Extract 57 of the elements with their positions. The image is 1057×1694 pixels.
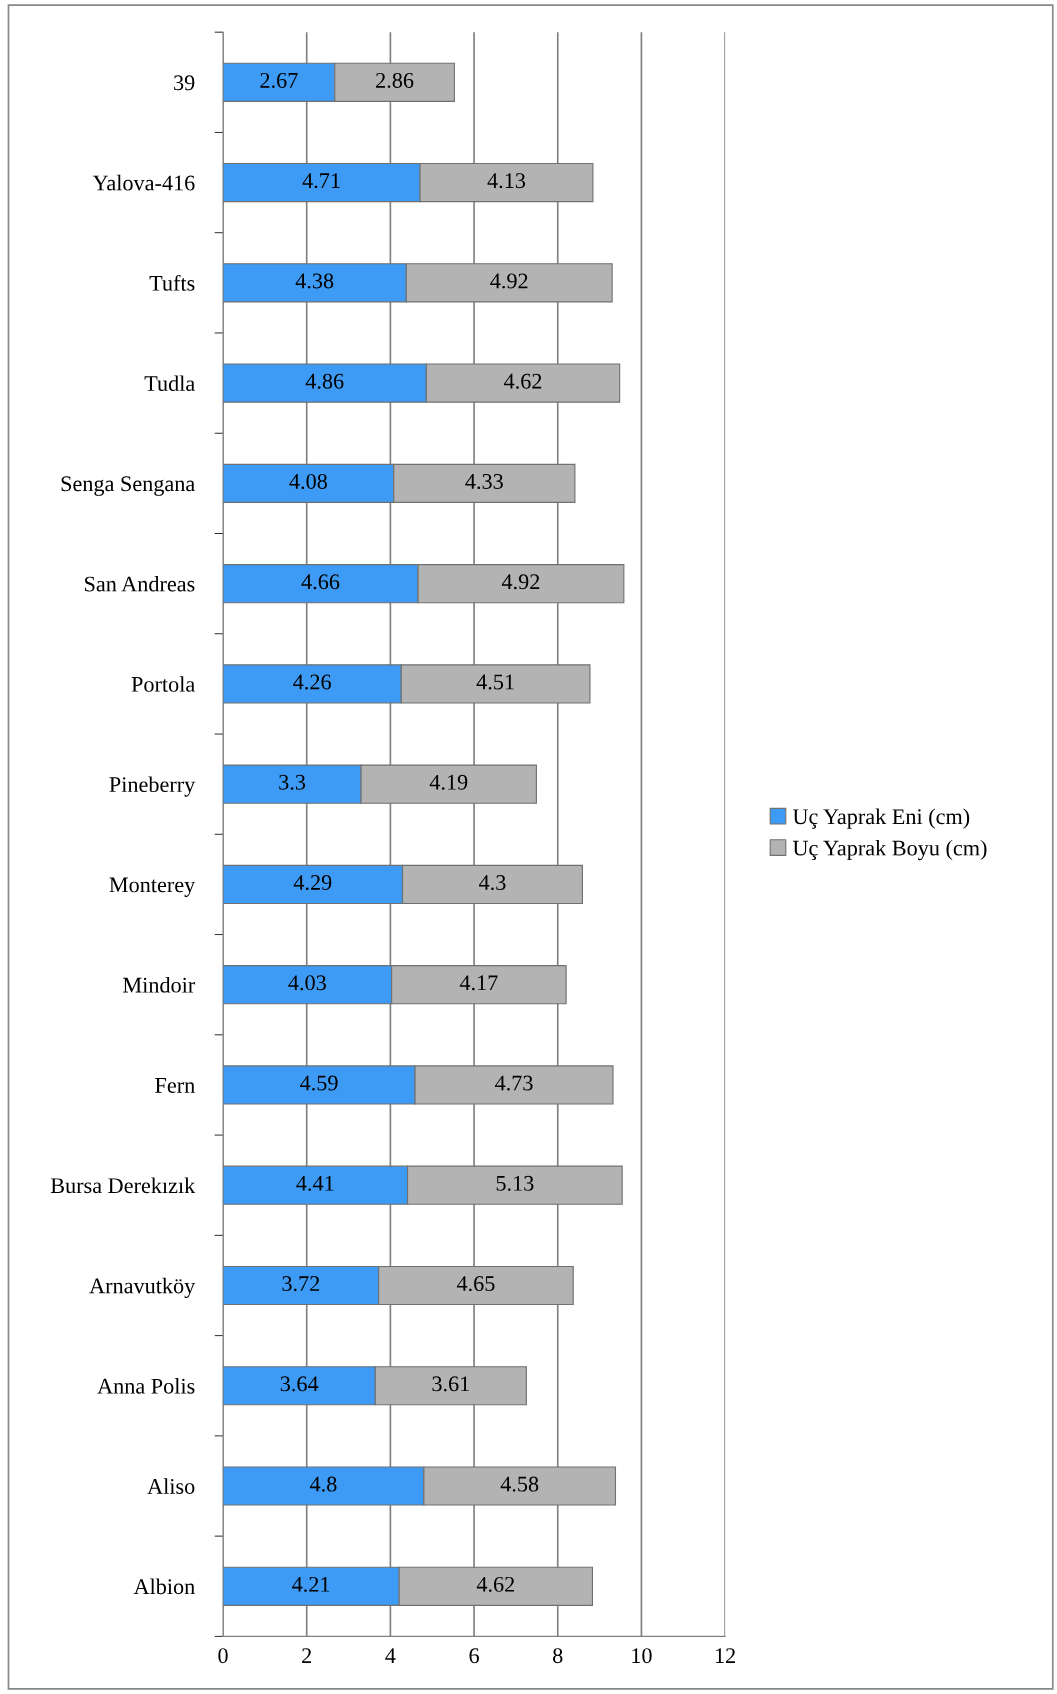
data-label: 4.41	[296, 1175, 334, 1191]
y-tick-label: Bursa Derekızık	[50, 1177, 196, 1194]
y-tick-label: 39	[174, 75, 195, 91]
data-label: 4.13	[487, 173, 526, 189]
data-label: 3.61	[432, 1376, 469, 1392]
data-label: 4.8	[309, 1476, 337, 1492]
data-label: 2.67	[260, 72, 298, 88]
x-tick-label: 8	[553, 1648, 563, 1664]
data-label: 4.62	[504, 373, 542, 389]
y-tick-label: Arnavutköy	[89, 1277, 196, 1298]
data-label: 4.03	[288, 975, 326, 991]
y-tick-label: Tudla	[144, 375, 195, 392]
data-label: 4.73	[495, 1075, 533, 1091]
x-tick-label: 6	[469, 1648, 479, 1664]
y-tick-label: Tufts	[149, 274, 195, 291]
x-tick-label: 10	[632, 1648, 652, 1664]
data-label: 4.21	[292, 1576, 330, 1592]
data-label: 4.62	[476, 1576, 515, 1592]
y-tick-label: Albion	[133, 1578, 195, 1595]
y-tick-label: Anna Polis	[97, 1378, 195, 1394]
y-tick-label: Senga Sengana	[61, 476, 195, 496]
data-label: 4.71	[302, 173, 340, 189]
data-label: 4.26	[293, 674, 331, 690]
data-label: 4.38	[295, 273, 334, 289]
y-tick-label: Portola	[131, 676, 195, 692]
data-label: 4.19	[429, 774, 468, 790]
data-label: 3.3	[279, 774, 306, 790]
data-label: 4.3	[479, 875, 506, 891]
data-label: 4.86	[305, 373, 344, 389]
legend-label: Uç Yaprak Boyu (cm)	[792, 839, 987, 861]
y-tick-label: Aliso	[147, 1478, 195, 1494]
data-label: 4.92	[490, 273, 528, 289]
y-tick-label: Pineberry	[109, 776, 196, 797]
y-tick-label: San Andreas	[85, 575, 195, 592]
x-tick-label: 12	[715, 1648, 735, 1663]
data-label: 4.92	[501, 574, 540, 590]
data-label: 4.33	[465, 474, 503, 490]
data-label: 4.08	[289, 473, 327, 490]
data-label: 4.29	[293, 875, 332, 891]
legend-label: Uç Yaprak Eni (cm)	[792, 808, 970, 829]
x-tick-label: 2	[302, 1648, 312, 1663]
y-tick-label: Fern	[155, 1078, 195, 1093]
data-label: 4.66	[301, 574, 340, 590]
data-label: 4.59	[300, 1075, 338, 1091]
data-label: 2.86	[376, 72, 414, 88]
data-label: 4.65	[456, 1276, 495, 1292]
y-tick-label: Mindoir	[123, 976, 196, 993]
data-label: 3.72	[282, 1276, 320, 1292]
y-tick-label: Monterey	[109, 877, 196, 897]
data-label: 4.51	[476, 674, 514, 690]
data-label: 5.13	[496, 1175, 534, 1191]
x-tick-label: 4	[385, 1648, 396, 1663]
data-label: 4.17	[459, 975, 498, 991]
data-label: 4.58	[500, 1476, 539, 1492]
data-label: 3.64	[280, 1376, 319, 1392]
x-tick-label: 0	[218, 1648, 228, 1664]
y-tick-label: Yalova-416	[92, 174, 195, 191]
